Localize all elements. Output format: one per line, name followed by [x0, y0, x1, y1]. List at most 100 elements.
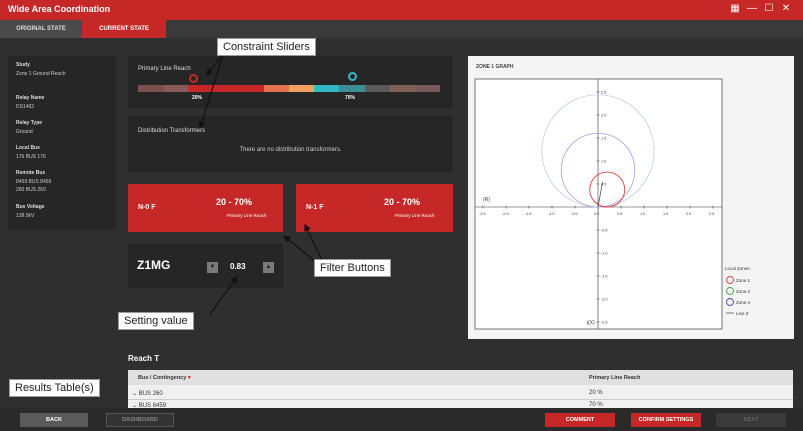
x-tick-label: 1.5: [663, 212, 668, 216]
reach-bar-segment: [163, 85, 189, 92]
tab-original-state[interactable]: ORIGINAL STATE: [0, 20, 82, 38]
table-row[interactable]: ⌄ BUS 260: [132, 390, 163, 397]
reach-bar-segment: [289, 85, 315, 92]
arrow-constraint-2: [198, 51, 225, 130]
info-value: DS1462: [16, 104, 35, 110]
r-axis-label: (R): [483, 197, 490, 203]
y-tick-label: -1.0: [601, 252, 608, 256]
info-label: Local Bus: [16, 145, 40, 151]
filter-label: N-0 F: [138, 204, 156, 211]
sort-desc-icon: ▾: [187, 375, 191, 381]
filter-sub: Primary Line Reach: [395, 213, 435, 218]
graph-title: ZONE 1 GRAPH: [476, 64, 514, 70]
primary-line-reach-card: Primary Line Reach 20% 70%: [128, 56, 453, 108]
info-label: Study: [16, 62, 30, 68]
x-tick-label: -0.5: [571, 212, 578, 216]
dashboard-button[interactable]: DASHBOARD: [106, 413, 174, 427]
y-tick-label: 1.0: [601, 160, 606, 164]
dt-title: Distribution Transformers: [138, 128, 206, 134]
reach-bar-segment: [238, 85, 265, 92]
reach-bar-segment: [263, 85, 290, 92]
info-value: 260 BUS 260: [16, 187, 46, 193]
bottom-action-bar: BACK DASHBOARD COMMENT CONFIRM SETTINGS …: [0, 408, 803, 431]
reach-bar-segment: [414, 85, 441, 92]
info-label: Remote Bus: [16, 170, 46, 176]
x-tick-label: 2.5: [709, 212, 714, 216]
zone-graph-card: ZONE 1 GRAPH -2.5 -2.0 -1.5 -1.0 -0.5 0.0 0.5 1…: [468, 56, 794, 339]
row-bus: BUS 8459: [138, 403, 167, 409]
confirm-settings-button[interactable]: CONFIRM SETTINGS: [631, 413, 701, 427]
legend-zone2: Zone 2: [736, 289, 751, 294]
maximize-icon[interactable]: ☐: [764, 3, 774, 14]
col-bus-contingency[interactable]: Bus / Contingency ▾: [138, 375, 191, 381]
reach-low-label: 20%: [192, 95, 203, 101]
y-tick-label: 1.5: [601, 137, 606, 141]
reach-slider-track[interactable]: [138, 85, 441, 92]
y-tick-label: -0.5: [601, 229, 608, 233]
reach-bar-segment: [138, 85, 164, 92]
row-bus: BUS 260: [138, 391, 163, 397]
setting-name: Z1MG: [137, 258, 171, 272]
expand-chevron-icon[interactable]: ⌄: [132, 391, 138, 397]
reach-high-handle[interactable]: [347, 72, 357, 81]
reach-high-label: 70%: [345, 95, 356, 101]
legend-title: Local Zones:: [725, 266, 751, 271]
x-tick-label: 0.5: [617, 212, 622, 216]
setting-card: Z1MG ▼ 0.83 ▲: [128, 244, 283, 288]
info-value: 176 BUS 176: [16, 154, 46, 160]
close-icon[interactable]: ✕: [781, 3, 791, 14]
reach-low-handle[interactable]: [188, 74, 198, 83]
decrement-button[interactable]: ▼: [207, 262, 218, 273]
reach-bar-segment: [364, 85, 391, 92]
row-divider: [128, 399, 793, 400]
back-button[interactable]: BACK: [20, 413, 88, 427]
annotation-setting-value: Setting value: [118, 312, 194, 330]
y-tick-label: -1.5: [601, 275, 608, 279]
row-reach: 70 %: [589, 402, 603, 408]
apps-icon[interactable]: ▦: [730, 3, 740, 14]
title-bar: Wide Area Coordination ▦ — ☐ ✕: [0, 0, 803, 20]
next-button[interactable]: NEXT: [716, 413, 786, 427]
state-tabs: ORIGINAL STATE CURRENT STATE: [0, 20, 803, 38]
setting-value: 0.83: [230, 262, 246, 271]
comment-button[interactable]: COMMENT: [545, 413, 615, 427]
legend-zone4: Zone 4: [736, 300, 751, 305]
tab-current-state[interactable]: CURRENT STATE: [82, 20, 166, 38]
legend-linez: Line Z: [736, 311, 749, 316]
filter-label: N-1 F: [306, 204, 324, 211]
legend-zone1: Zone 1: [736, 278, 751, 283]
window-title: Wide Area Coordination: [8, 4, 111, 14]
x-tick-label: 0.0: [594, 212, 599, 216]
y-tick-labels: 2.5 2.0 1.5 1.0 0.5 -0.5 -1.0 -1.5 -2.0 -2.5: [596, 91, 608, 325]
filter-range: 20 - 70%: [216, 197, 253, 207]
y-tick-label: 0.5: [601, 183, 606, 187]
minimize-icon[interactable]: —: [747, 3, 757, 14]
col-bus-label: Bus / Contingency: [138, 375, 187, 381]
annotation-results-tables: Results Table(s): [9, 379, 100, 397]
graph-legend: Local Zones: Zone 1 Zone 2 Zone 4 Line Z: [725, 266, 751, 316]
reach-bar-segment: [213, 85, 240, 92]
jx-axis-label: j(X): [586, 320, 595, 326]
line-z: [597, 181, 603, 208]
results-table: Bus / Contingency ▾ Primary Line Reach ⌄…: [128, 370, 793, 410]
increment-button[interactable]: ▲: [263, 262, 274, 273]
legend-zone2-marker: [726, 287, 734, 295]
x-tick-label: -1.5: [525, 212, 532, 216]
filter-button-n0[interactable]: N-0 F 20 - 70% Primary Line Reach: [128, 184, 283, 232]
filter-button-n1[interactable]: N-1 F 20 - 70% Primary Line Reach: [296, 184, 453, 232]
reach-bar-segment: [188, 85, 214, 92]
table-row[interactable]: ⌄ BUS 8459: [132, 402, 166, 409]
distribution-transformers-card: Distribution Transformers There are no d…: [128, 116, 453, 172]
arrow-filter-1: [283, 235, 317, 263]
reach-bar-segment: [389, 85, 416, 92]
x-tick-label: 2.0: [686, 212, 691, 216]
relay-info-panel: Study Zone 1 Ground Reach Relay Name DS1…: [8, 56, 116, 230]
reach-bar-segment: [314, 85, 340, 92]
legend-zone4-marker: [726, 298, 734, 306]
filter-range: 20 - 70%: [384, 197, 421, 207]
filter-sub: Primary Line Reach: [227, 213, 267, 218]
x-tick-label: -2.0: [502, 212, 509, 216]
results-title: Reach T: [128, 354, 160, 363]
zone-graph: -2.5 -2.0 -1.5 -1.0 -0.5 0.0 0.5 1.0 1.5 2.0 2.5 2…: [474, 78, 751, 330]
expand-chevron-icon[interactable]: ⌄: [132, 403, 138, 409]
